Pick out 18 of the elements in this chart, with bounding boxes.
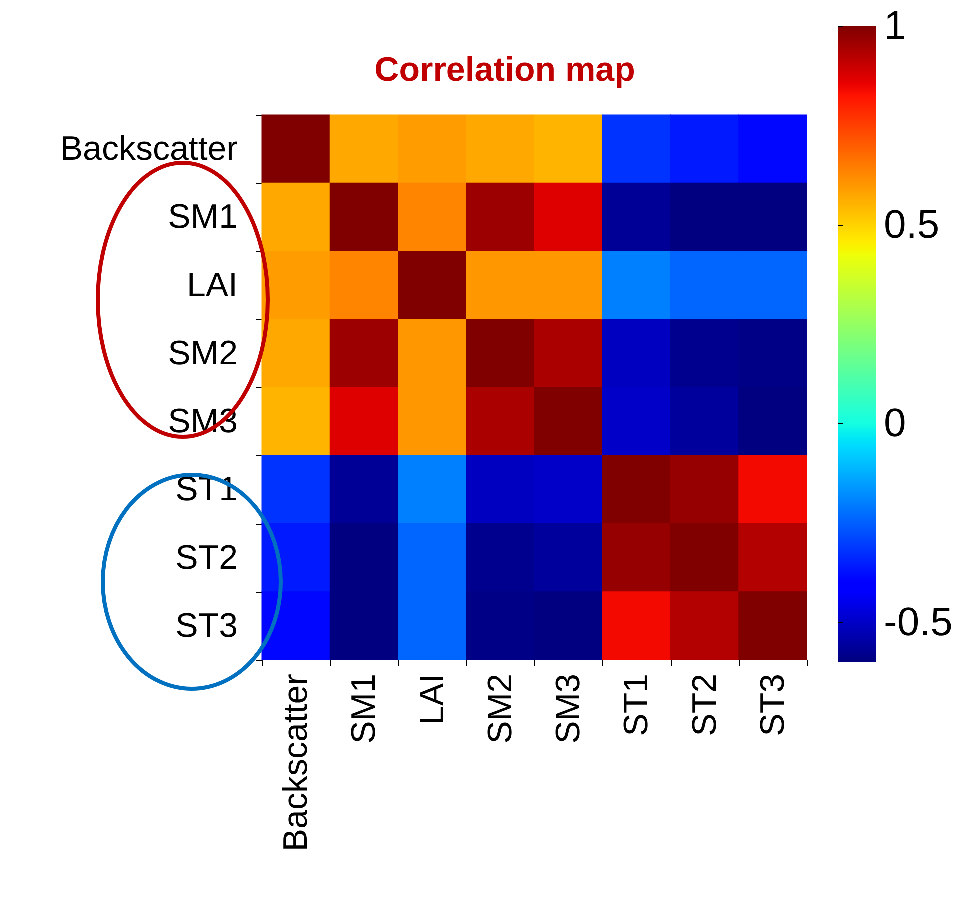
y-tick-label: LAI (186, 266, 238, 304)
y-tick-label: SM1 (168, 198, 238, 236)
chart-title: Correlation map (374, 51, 636, 89)
x-tick-label: ST3 (754, 674, 792, 736)
y-tick-label: Backscatter (60, 130, 238, 168)
x-tick-label: SM1 (345, 674, 384, 744)
y-tick-label: ST3 (176, 606, 238, 645)
color-bar-label: 0 (884, 402, 906, 446)
y-tick-label: SM2 (168, 334, 238, 372)
color-bar-label: 1 (884, 4, 906, 48)
x-tick-label: SM3 (550, 674, 588, 744)
x-tick-label: LAI (413, 674, 452, 726)
y-tick-label: ST2 (176, 538, 238, 577)
x-tick-label: ST2 (686, 674, 724, 736)
color-bar-label: -0.5 (884, 600, 953, 644)
x-tick-label: ST1 (618, 674, 656, 736)
x-tick-label: SM2 (481, 674, 520, 744)
color-bar-label: 0.5 (884, 202, 940, 247)
